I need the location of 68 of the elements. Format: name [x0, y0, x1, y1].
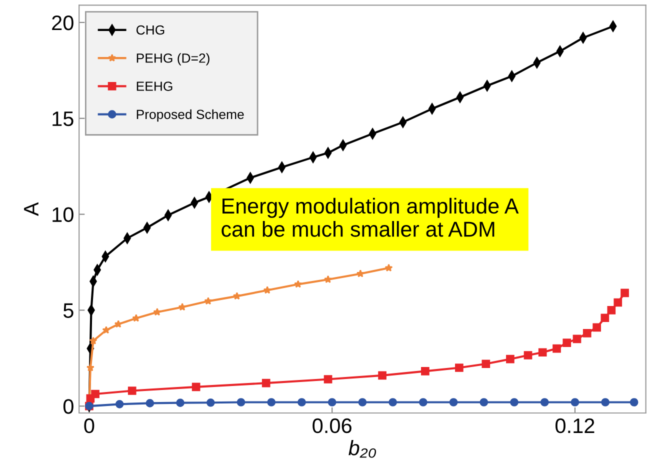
point	[378, 371, 386, 380]
point	[206, 398, 215, 407]
legend-label: Proposed Scheme	[136, 109, 244, 122]
point	[204, 297, 212, 305]
point	[572, 334, 582, 344]
point	[482, 360, 490, 368]
point	[601, 398, 610, 406]
point	[294, 280, 302, 288]
point	[388, 398, 397, 406]
point	[570, 398, 580, 406]
legend-label: EEHG	[136, 82, 172, 91]
point	[356, 270, 364, 278]
point	[552, 344, 561, 353]
point	[455, 364, 464, 372]
point	[600, 314, 610, 322]
point	[114, 320, 122, 328]
point	[582, 329, 592, 338]
annotation: Energy modulation amplitude A can be much smaller at ADM	[222, 198, 519, 237]
point	[506, 354, 514, 364]
y-tick-label: 10	[52, 207, 74, 222]
point	[324, 375, 332, 384]
point	[607, 306, 616, 314]
point	[592, 323, 602, 332]
point	[614, 298, 622, 307]
point	[538, 348, 547, 357]
point	[298, 398, 306, 406]
point	[192, 382, 200, 392]
point	[524, 351, 532, 360]
point	[384, 264, 393, 272]
point	[89, 336, 98, 344]
x-tick-label: 0.12	[556, 418, 594, 434]
point	[236, 398, 246, 406]
point	[540, 398, 549, 406]
y-axis-title: A	[24, 202, 38, 216]
legend-label: CHG	[136, 25, 164, 35]
point	[449, 398, 458, 406]
point	[232, 292, 241, 300]
point	[146, 399, 154, 408]
point	[328, 398, 336, 406]
y-tick-label: 15	[52, 112, 74, 126]
point	[480, 398, 488, 406]
y-tick-label: 20	[52, 15, 74, 30]
y-tick-label: 0	[63, 399, 74, 414]
point	[263, 286, 272, 294]
legend-label: PEHG (D=2)	[136, 53, 210, 66]
point	[178, 302, 186, 311]
point	[153, 308, 162, 316]
y-tick-label: 5	[63, 303, 74, 318]
point	[324, 275, 332, 283]
point	[262, 378, 270, 388]
point	[267, 398, 276, 406]
point	[562, 338, 572, 347]
point	[620, 288, 629, 298]
point	[91, 390, 100, 398]
point	[102, 326, 110, 334]
point	[358, 398, 367, 406]
point	[128, 386, 136, 395]
x-tick-label: 0.06	[312, 418, 352, 434]
x-axis-title: b₂₀	[348, 440, 376, 458]
point	[115, 400, 124, 408]
x-tick-label: 0	[84, 418, 94, 434]
point	[421, 367, 430, 376]
point	[176, 398, 184, 407]
point	[630, 398, 638, 406]
point	[132, 314, 140, 322]
point	[510, 398, 518, 406]
point	[419, 398, 428, 406]
point	[86, 364, 94, 372]
